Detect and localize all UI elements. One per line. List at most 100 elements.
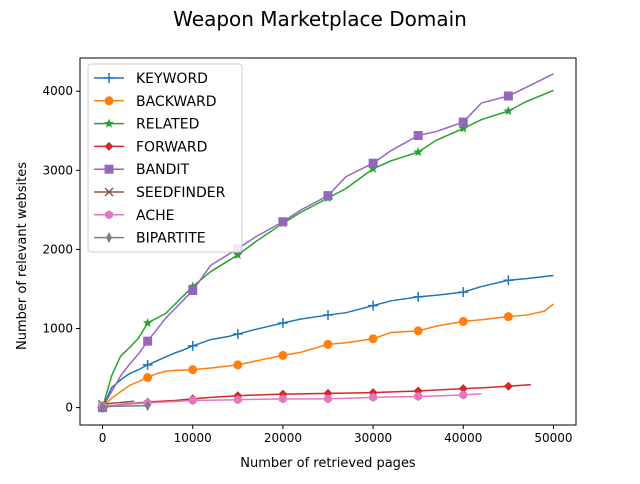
marker-hexagon-shape <box>324 394 332 404</box>
series-line-ache <box>102 393 482 407</box>
marker-circle-shape <box>143 373 153 383</box>
marker-plus-shape <box>277 317 288 328</box>
marker-circle-shape <box>503 312 513 322</box>
y-tick-label: 4000 <box>42 84 73 98</box>
legend-item-keyword: KEYWORD <box>94 71 208 87</box>
marker-star-shape <box>368 163 378 173</box>
series-layer <box>97 73 554 413</box>
marker-hexagon-shape <box>414 392 423 402</box>
legend-label-keyword: KEYWORD <box>136 71 208 87</box>
x-tick-label: 40000 <box>444 431 482 445</box>
marker-circle-shape <box>278 350 288 360</box>
marker-square-shape <box>323 191 333 201</box>
data-point-backward <box>368 334 378 344</box>
marker-circle-shape <box>368 334 378 344</box>
marker-x-shape <box>104 187 114 197</box>
legend-box <box>87 63 243 253</box>
marker-plus-shape <box>458 287 469 298</box>
data-point-backward <box>143 373 153 383</box>
marker-plus-shape <box>187 340 198 351</box>
legend-label-bandit: BANDIT <box>136 162 190 178</box>
y-tick-label: 0 <box>65 401 73 415</box>
data-point-backward <box>413 326 423 336</box>
data-point-bandit <box>278 217 288 227</box>
legend-marker-forward <box>104 141 114 151</box>
marker-plus-shape <box>413 291 424 302</box>
marker-diamond-shape <box>104 141 114 151</box>
data-point-ache <box>188 395 197 405</box>
data-point-keyword <box>323 310 333 321</box>
data-point-keyword <box>142 359 153 370</box>
legend-marker-seedfinder <box>104 187 114 197</box>
marker-diamond-shape <box>458 384 468 394</box>
data-point-bandit <box>368 158 378 168</box>
data-point-backward <box>458 316 468 326</box>
legend-label-backward: BACKWARD <box>136 94 217 110</box>
data-point-bandit <box>188 286 198 296</box>
series-line-keyword <box>101 274 554 408</box>
series-bipartite <box>99 400 151 413</box>
marker-hexagon-shape <box>369 392 377 402</box>
marker-diamond-shape <box>323 388 333 398</box>
marker-star-shape <box>413 147 423 157</box>
data-point-related <box>233 249 243 259</box>
legend-label-ache: ACHE <box>136 208 174 224</box>
data-point-backward <box>233 360 243 370</box>
marker-diamond-shape <box>413 386 423 396</box>
legend-item-backward: BACKWARD <box>94 94 217 110</box>
legend-marker-bandit <box>104 164 114 174</box>
marker-square-shape <box>413 131 423 141</box>
data-point-bipartite <box>99 401 106 413</box>
data-point-ache <box>369 392 377 402</box>
data-point-ache <box>324 394 332 404</box>
marker-plus-shape <box>503 275 514 286</box>
legend-item-bipartite: BIPARTITE <box>94 231 206 247</box>
y-tick-label: 1000 <box>42 322 73 336</box>
legend-item-related: RELATED <box>94 117 199 133</box>
series-line-bipartite <box>102 404 148 408</box>
marker-plus-shape <box>323 310 333 321</box>
data-point-keyword <box>368 300 379 311</box>
legend-label-related: RELATED <box>136 117 199 133</box>
marker-diamond-shape <box>503 381 513 391</box>
legend-item-seedfinder: SEEDFINDER <box>94 185 226 201</box>
marker-square-shape <box>368 158 378 168</box>
marker-circle-shape <box>458 316 468 326</box>
legend-item-forward: FORWARD <box>94 139 207 155</box>
data-point-ache <box>414 392 423 402</box>
marker-plus-shape <box>368 300 379 311</box>
axes-frame <box>79 57 577 426</box>
y-tick-label: 3000 <box>42 163 73 177</box>
data-point-forward <box>503 381 513 391</box>
legend-marker-bipartite <box>106 232 112 244</box>
marker-square-shape <box>503 91 513 101</box>
series-line-forward <box>102 383 531 409</box>
data-point-keyword <box>187 340 198 351</box>
marker-plus-shape <box>232 329 243 340</box>
plot-area: 0 10000 20000 30000 40000 50000 0 1000 2000 3000 4… <box>42 57 577 445</box>
legend-label-bipartite: BIPARTITE <box>136 231 206 247</box>
legend-marker-backward <box>104 96 114 106</box>
marker-circle-shape <box>188 365 198 375</box>
x-tick-label: 30000 <box>354 431 392 445</box>
data-point-bandit <box>413 131 423 141</box>
legend-marker-keyword <box>104 73 114 83</box>
data-point-forward <box>413 386 423 396</box>
marker-thin-diamond-shape <box>99 401 106 413</box>
data-point-ache <box>459 390 468 400</box>
data-point-keyword <box>458 287 469 298</box>
marker-circle-shape <box>413 326 423 336</box>
data-point-forward <box>323 388 333 398</box>
marker-plus-shape <box>104 73 114 83</box>
marker-star-shape <box>104 118 114 128</box>
marker-star-shape <box>142 317 153 328</box>
data-point-related <box>413 147 423 157</box>
marker-square-shape <box>458 117 468 127</box>
marker-star-shape <box>233 249 243 259</box>
x-tick-label: 10000 <box>174 431 212 445</box>
data-point-keyword <box>413 291 424 302</box>
marker-square-shape <box>188 286 198 296</box>
marker-square-shape <box>104 164 114 174</box>
legend-item-ache: ACHE <box>94 208 174 224</box>
marker-circle-shape <box>104 96 114 106</box>
